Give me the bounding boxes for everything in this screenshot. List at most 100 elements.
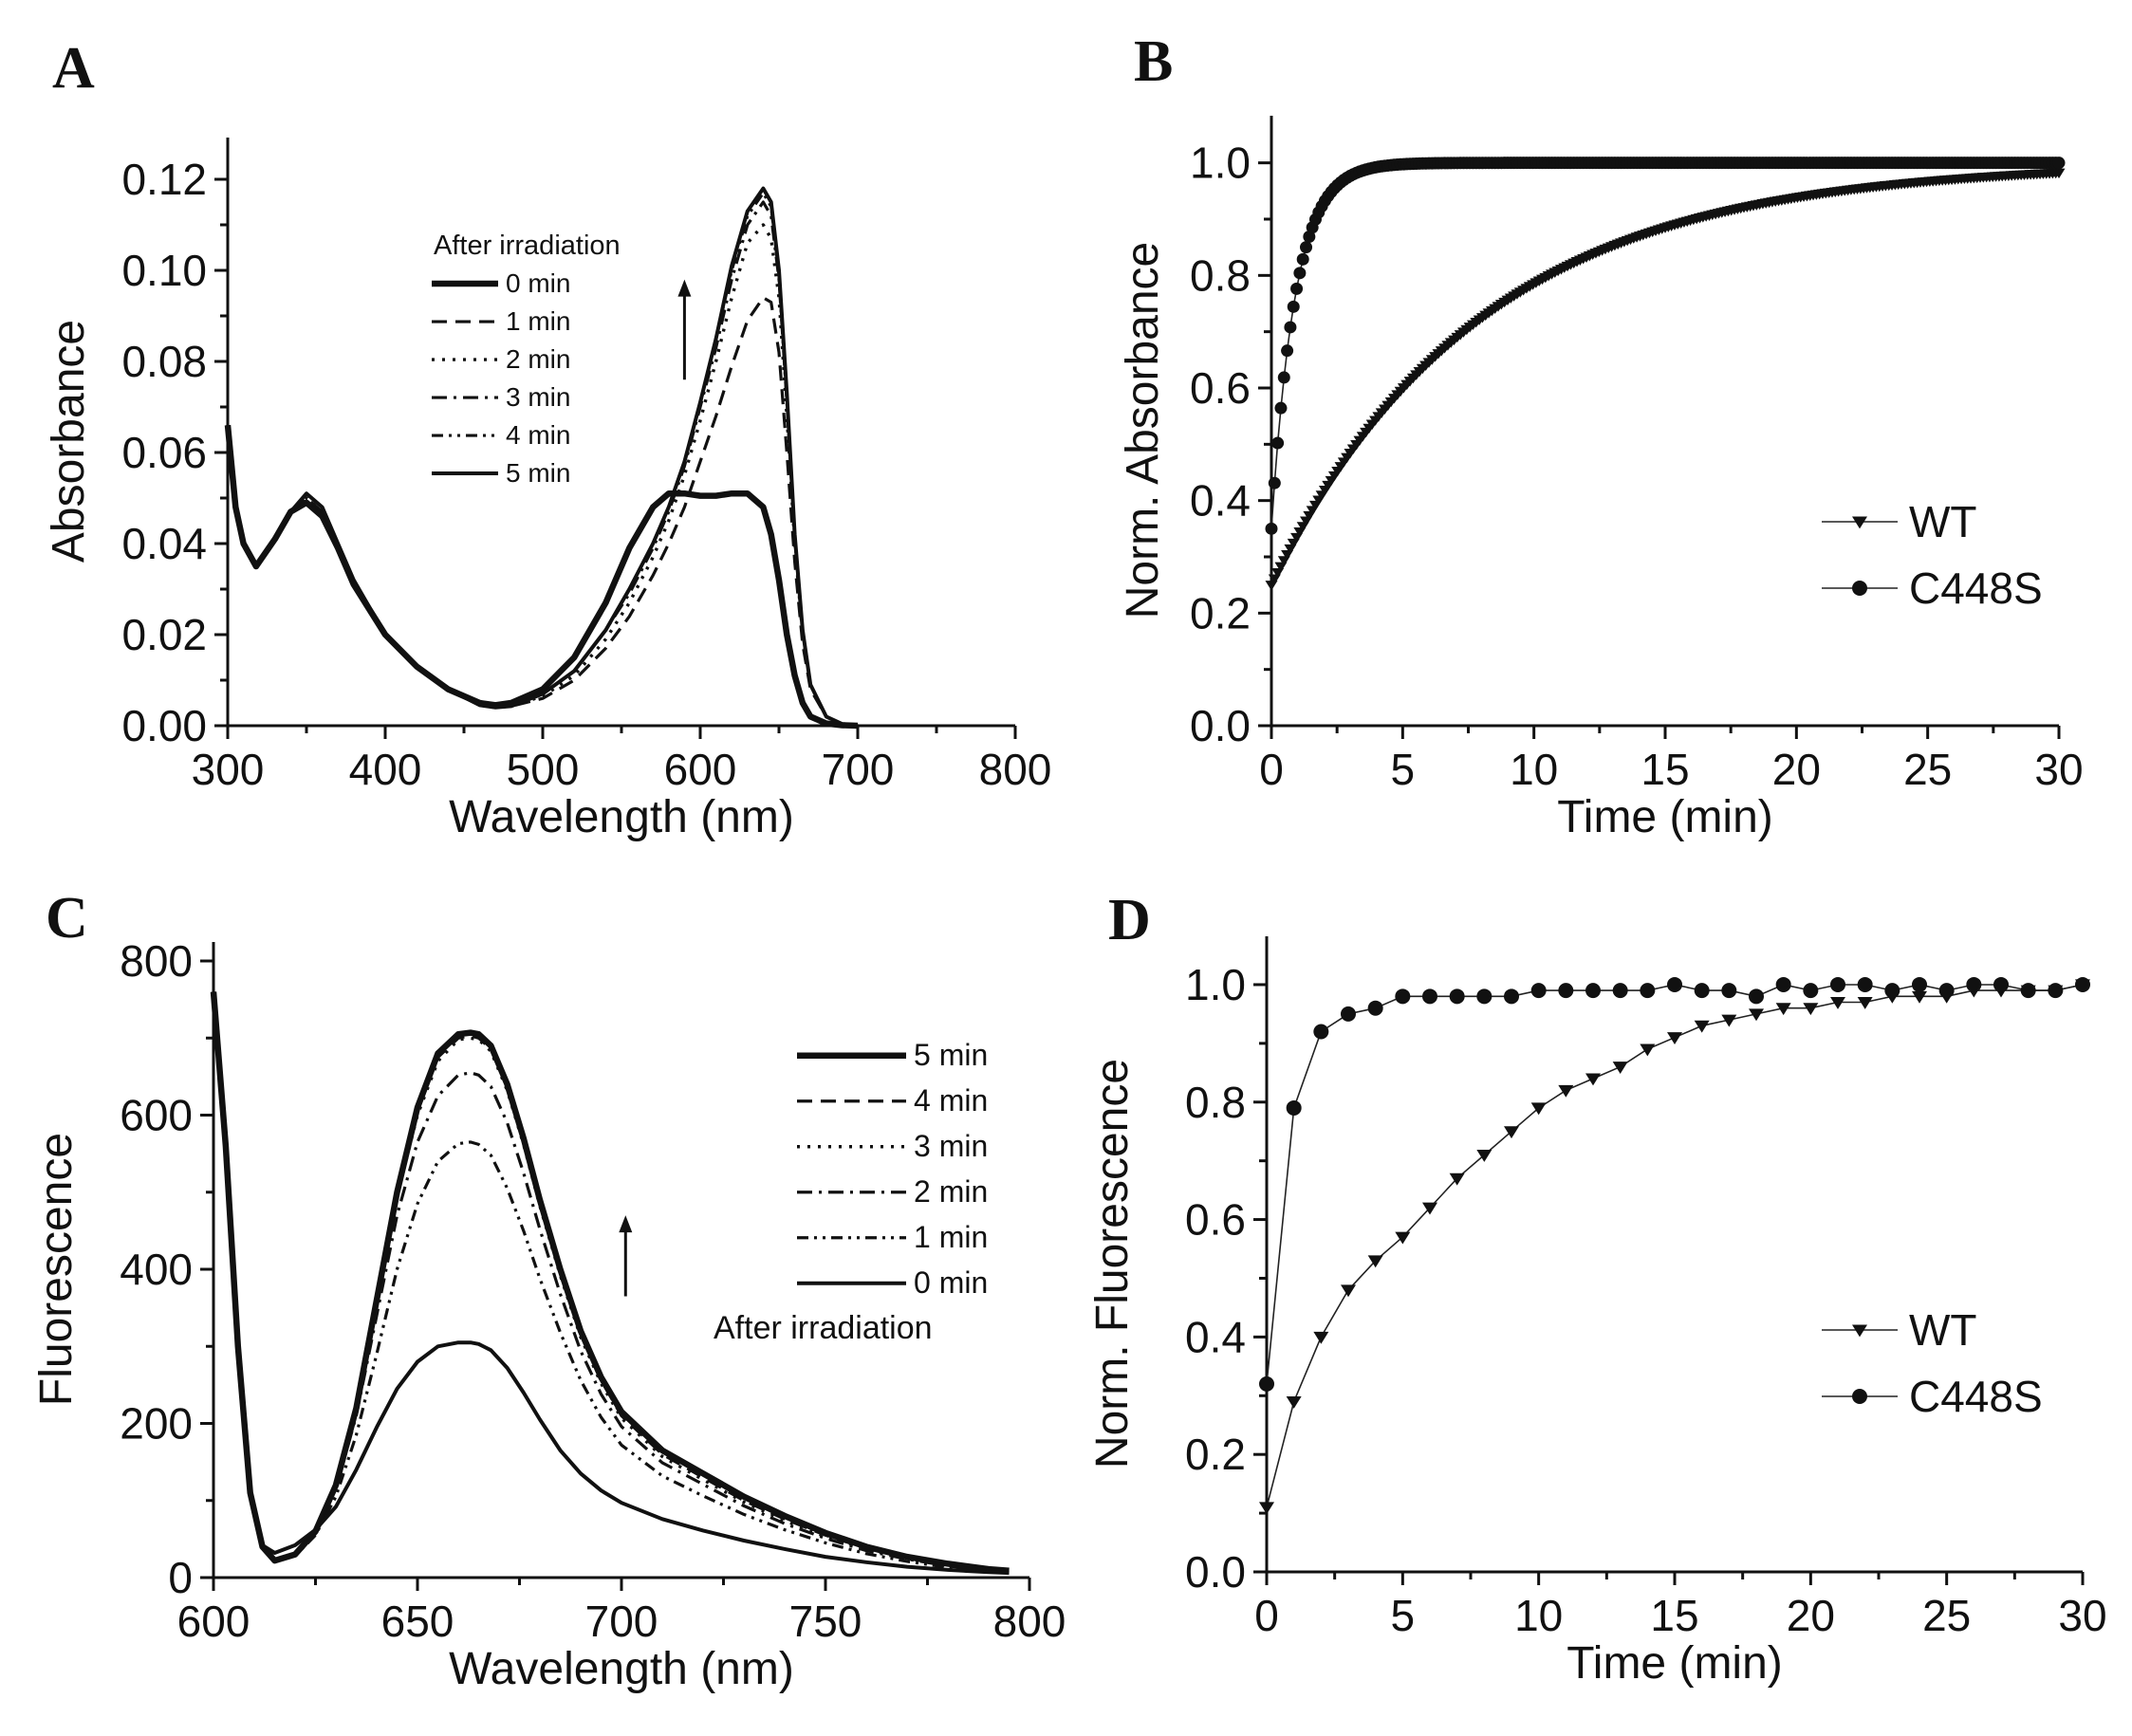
data-point-C448S	[1530, 983, 1547, 999]
data-point-C448S	[2052, 157, 2066, 170]
data-point-WT	[1395, 1231, 1411, 1245]
data-point-WT	[1530, 1102, 1547, 1116]
x-tick-label: 800	[993, 1597, 1066, 1646]
data-point-C448S	[1259, 1376, 1274, 1392]
x-tick-label: 5	[1391, 745, 1416, 794]
data-point-WT	[1667, 1032, 1682, 1045]
legend-marker	[1852, 1324, 1867, 1338]
y-tick-label: 400	[120, 1245, 193, 1294]
series-line-4-min	[212, 991, 1010, 1574]
data-point-C448S	[1667, 976, 1682, 992]
y-axis-title: Absorbance	[44, 320, 94, 563]
x-tick-label: 10	[1514, 1591, 1563, 1640]
x-tick-label: 30	[2058, 1591, 2106, 1640]
legend-marker	[1852, 581, 1867, 596]
data-point-C448S	[1300, 241, 1313, 254]
x-axis-title: Wavelength (nm)	[449, 1644, 794, 1694]
y-tick-label: 0.6	[1190, 363, 1251, 413]
legend-title: After irradiation	[714, 1310, 933, 1346]
legend-label: WT	[1909, 497, 1977, 546]
data-point-C448S	[1341, 1006, 1356, 1022]
x-axis-title: Time (min)	[1567, 1638, 1783, 1689]
legend-label: 5 min	[506, 458, 570, 488]
data-point-WT	[1313, 1331, 1329, 1344]
x-tick-label: 25	[1922, 1591, 1971, 1640]
y-tick-label: 0.04	[121, 519, 207, 568]
data-point-C448S	[1286, 1099, 1302, 1116]
y-tick-label: 0.2	[1190, 588, 1251, 637]
x-tick-label: 15	[1641, 745, 1689, 794]
legend-label: 3 min	[506, 382, 570, 412]
legend-label: 2 min	[914, 1174, 988, 1209]
data-point-C448S	[1296, 252, 1309, 266]
data-point-C448S	[1293, 267, 1307, 280]
x-axis-title: Wavelength (nm)	[449, 792, 794, 842]
data-point-C448S	[2075, 976, 2090, 992]
y-tick-label: 1.0	[1190, 139, 1251, 188]
y-tick-label: 0.08	[121, 337, 207, 386]
y-tick-label: 800	[120, 936, 193, 986]
data-point-C448S	[1476, 988, 1492, 1005]
data-point-WT	[1721, 1014, 1737, 1027]
y-tick-label: 0.2	[1185, 1430, 1246, 1479]
series-line-0-min	[224, 424, 859, 729]
data-point-C448S	[1422, 988, 1437, 1005]
data-point-C448S	[1585, 983, 1601, 999]
data-point-C448S	[1287, 300, 1300, 313]
data-point-WT	[1857, 997, 1873, 1009]
x-tick-label: 0	[1259, 745, 1284, 794]
x-tick-label: 20	[1787, 1591, 1835, 1640]
y-tick-label: 600	[120, 1091, 193, 1140]
data-point-WT	[1749, 1008, 1764, 1022]
x-tick-label: 750	[789, 1597, 862, 1646]
legend-label: 4 min	[506, 420, 570, 450]
data-point-C448S	[1395, 988, 1411, 1005]
series-line-2-min	[212, 991, 1010, 1574]
legend-label: C448S	[1909, 563, 2043, 613]
x-tick-label: 600	[664, 745, 737, 794]
data-point-WT	[1585, 1073, 1601, 1086]
legend-marker	[1852, 1389, 1867, 1404]
data-point-WT	[1612, 1062, 1628, 1074]
arrow-head	[677, 279, 692, 297]
panel-d: D 0 5 10 15 20 25 30 0.0 0.2 0.4 0.6 0.8 1.0 Time (min…	[1087, 888, 2107, 1689]
series-line-5-min	[226, 186, 859, 728]
data-point-WT	[1803, 1003, 1819, 1016]
x-tick-label: 600	[177, 1597, 250, 1646]
legend-marker	[1852, 516, 1867, 529]
data-point-C448S	[1803, 983, 1819, 999]
x-tick-label: 0	[1254, 1591, 1279, 1640]
data-point-C448S	[1640, 983, 1656, 999]
data-point-C448S	[1284, 321, 1297, 334]
legend-label: 1 min	[914, 1220, 988, 1254]
y-tick-label: 0.4	[1185, 1312, 1246, 1361]
legend-label: WT	[1909, 1305, 1977, 1355]
legend-label: 5 min	[914, 1038, 988, 1072]
data-point-C448S	[1749, 988, 1764, 1005]
data-point-WT	[1830, 997, 1845, 1009]
data-point-C448S	[1504, 988, 1519, 1005]
y-tick-label: 0.8	[1185, 1078, 1246, 1127]
panel-letter: D	[1108, 888, 1151, 952]
legend-label: 0 min	[914, 1265, 988, 1300]
legend-label: 0 min	[506, 268, 570, 298]
data-point-C448S	[2020, 983, 2036, 999]
y-tick-label: 0	[168, 1553, 193, 1602]
y-tick-label: 0.8	[1190, 250, 1251, 300]
y-axis-title: Norm. Absorbance	[1118, 242, 1168, 619]
legend-label: 4 min	[914, 1083, 988, 1117]
x-tick-label: 25	[1903, 745, 1952, 794]
panel-c: C 600 650 700 750 800 0 200 400 600 800 Wavelength …	[31, 886, 1066, 1694]
legend-title: After irradiation	[434, 231, 621, 261]
y-tick-label: 0.10	[121, 246, 207, 295]
x-tick-label: 20	[1772, 745, 1821, 794]
data-point-WT	[1912, 990, 1927, 1004]
data-point-C448S	[1277, 371, 1290, 384]
y-tick-label: 0.06	[121, 428, 207, 477]
data-point-WT	[1476, 1149, 1492, 1162]
y-tick-label: 0.6	[1185, 1195, 1246, 1245]
data-point-C448S	[1694, 983, 1710, 999]
x-tick-label: 30	[2034, 745, 2083, 794]
data-point-C448S	[1721, 983, 1737, 999]
y-tick-label: 0.4	[1190, 476, 1251, 526]
